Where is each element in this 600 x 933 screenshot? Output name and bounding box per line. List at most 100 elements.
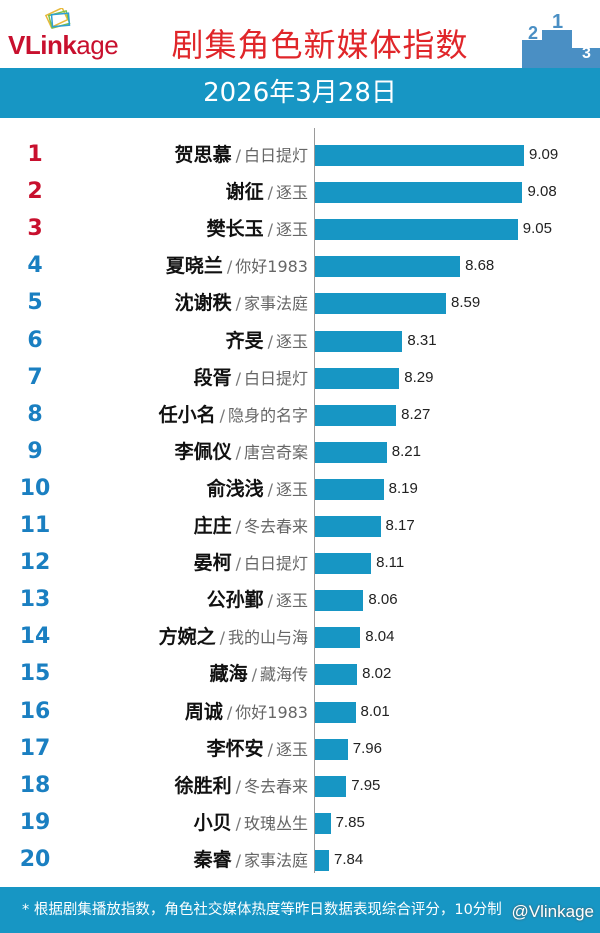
character-name: 夏晓兰: [165, 255, 223, 278]
separator: /: [219, 628, 225, 648]
drama-title: 白日提灯: [243, 554, 308, 574]
drama-title: 逐玉: [275, 739, 308, 759]
character-name: 贺思慕: [174, 144, 232, 166]
value-label: 8.31: [407, 331, 437, 349]
value-label: 8.01: [360, 702, 390, 720]
bar: [315, 812, 331, 834]
separator: /: [226, 702, 233, 722]
value-label: 8.06: [368, 591, 398, 609]
value-label: 8.27: [401, 405, 431, 423]
separator: /: [235, 146, 241, 165]
separator: /: [235, 517, 241, 536]
rank-number: 7: [27, 364, 43, 390]
bar: [315, 849, 330, 871]
bar: [315, 516, 381, 537]
character-name: 晏柯: [193, 552, 232, 575]
chart-row: 16 周诚 / 你好1983 8.01: [0, 697, 600, 727]
drama-title: 藏海传: [259, 665, 308, 685]
rank-number: 15: [19, 661, 51, 687]
drama-title: 白日提灯: [243, 146, 308, 165]
rank-number: 8: [27, 401, 43, 427]
separator: /: [235, 850, 241, 870]
row-label: 藏海 / 藏海传: [210, 659, 308, 690]
separator: /: [267, 479, 273, 499]
drama-title: 逐玉: [275, 591, 308, 611]
chart-row: 3 樊长玉 / 逐玉 9.05: [0, 214, 600, 244]
bar: [315, 219, 518, 241]
row-label: 李怀安 / 逐玉: [207, 734, 308, 765]
rank-number: 2: [27, 179, 43, 205]
character-name: 徐胜利: [174, 774, 232, 797]
separator: /: [235, 368, 241, 388]
bar: [315, 738, 348, 760]
rank-number: 20: [19, 846, 51, 872]
character-name: 秦睿: [193, 848, 232, 871]
chart-row: 13 公孙鄞 / 逐玉 8.06: [0, 585, 600, 615]
rank-number: 10: [19, 475, 51, 501]
character-name: 周诚: [184, 700, 223, 723]
bar: [315, 145, 525, 166]
separator: /: [219, 405, 225, 425]
drama-title: 冬去春来: [243, 517, 308, 536]
row-label: 秦睿 / 家事法庭: [194, 845, 308, 876]
character-name: 齐旻: [225, 329, 264, 352]
bar: [315, 664, 358, 686]
drama-title: 逐玉: [275, 183, 308, 203]
date-banner: 2026年3月28日: [0, 68, 600, 118]
chart-row: 10 俞浅浅 / 逐玉 8.19: [0, 474, 600, 504]
value-label: 7.85: [335, 813, 365, 831]
character-name: 方婉之: [158, 626, 216, 649]
rank-number: 5: [27, 290, 43, 316]
footnote: * 根据剧集播放指数，角色社交媒体热度等昨日数据表现综合评分，10分制: [0, 887, 600, 933]
podium-icon: 2 1 3: [522, 11, 600, 68]
chart-row: 12 晏柯 / 白日提灯 8.11: [0, 548, 600, 578]
bar: [315, 478, 384, 500]
logo-text: VLinkage: [8, 30, 119, 60]
value-label: 9.09: [529, 146, 559, 163]
character-name: 李怀安: [206, 737, 264, 760]
row-label: 段胥 / 白日提灯: [194, 363, 308, 394]
chart-row: 11 庄庄 / 冬去春来 8.17: [0, 511, 600, 541]
rank-number: 13: [19, 587, 51, 613]
chart-row: 20 秦睿 / 家事法庭 7.84: [0, 845, 600, 875]
separator: /: [267, 183, 273, 203]
cards-icon: [44, 8, 71, 30]
rank-number: 3: [27, 216, 43, 242]
bar: [315, 404, 397, 426]
drama-title: 隐身的名字: [227, 405, 308, 425]
value-label: 7.84: [334, 850, 364, 868]
bar: [315, 553, 372, 575]
chart-row: 2 谢征 / 逐玉 9.08: [0, 177, 600, 207]
chart-row: 15 藏海 / 藏海传 8.02: [0, 659, 600, 689]
row-label: 齐旻 / 逐玉: [226, 326, 308, 357]
rank-number: 1: [27, 142, 43, 167]
bar: [315, 256, 461, 278]
rank-number: 14: [19, 624, 51, 650]
separator: /: [235, 554, 241, 574]
separator: /: [251, 665, 257, 685]
value-label: 8.02: [362, 665, 392, 683]
separator: /: [235, 442, 241, 462]
drama-title: 冬去春来: [243, 776, 308, 796]
chart-row: 6 齐旻 / 逐玉 8.31: [0, 326, 600, 356]
row-label: 沈谢秩 / 家事法庭: [175, 288, 308, 319]
chart-row: 9 李佩仪 / 唐宫奇案 8.21: [0, 437, 600, 467]
row-label: 周诚 / 你好1983: [185, 697, 308, 728]
rank-number: 11: [19, 513, 51, 538]
bar: [315, 775, 347, 797]
rank-number: 18: [19, 772, 51, 798]
bar: [315, 182, 523, 204]
row-label: 晏柯 / 白日提灯: [194, 548, 308, 579]
drama-title: 唐宫奇案: [243, 442, 308, 462]
character-name: 公孙鄞: [206, 589, 264, 612]
row-label: 公孙鄞 / 逐玉: [207, 585, 308, 616]
separator: /: [235, 813, 241, 833]
value-label: 7.95: [351, 776, 381, 794]
row-label: 徐胜利 / 冬去春来: [175, 771, 308, 802]
character-name: 俞浅浅: [206, 477, 264, 500]
character-name: 庄庄: [193, 515, 232, 537]
separator: /: [267, 591, 273, 611]
character-name: 李佩仪: [174, 440, 232, 463]
drama-title: 逐玉: [275, 331, 308, 351]
separator: /: [235, 776, 241, 796]
